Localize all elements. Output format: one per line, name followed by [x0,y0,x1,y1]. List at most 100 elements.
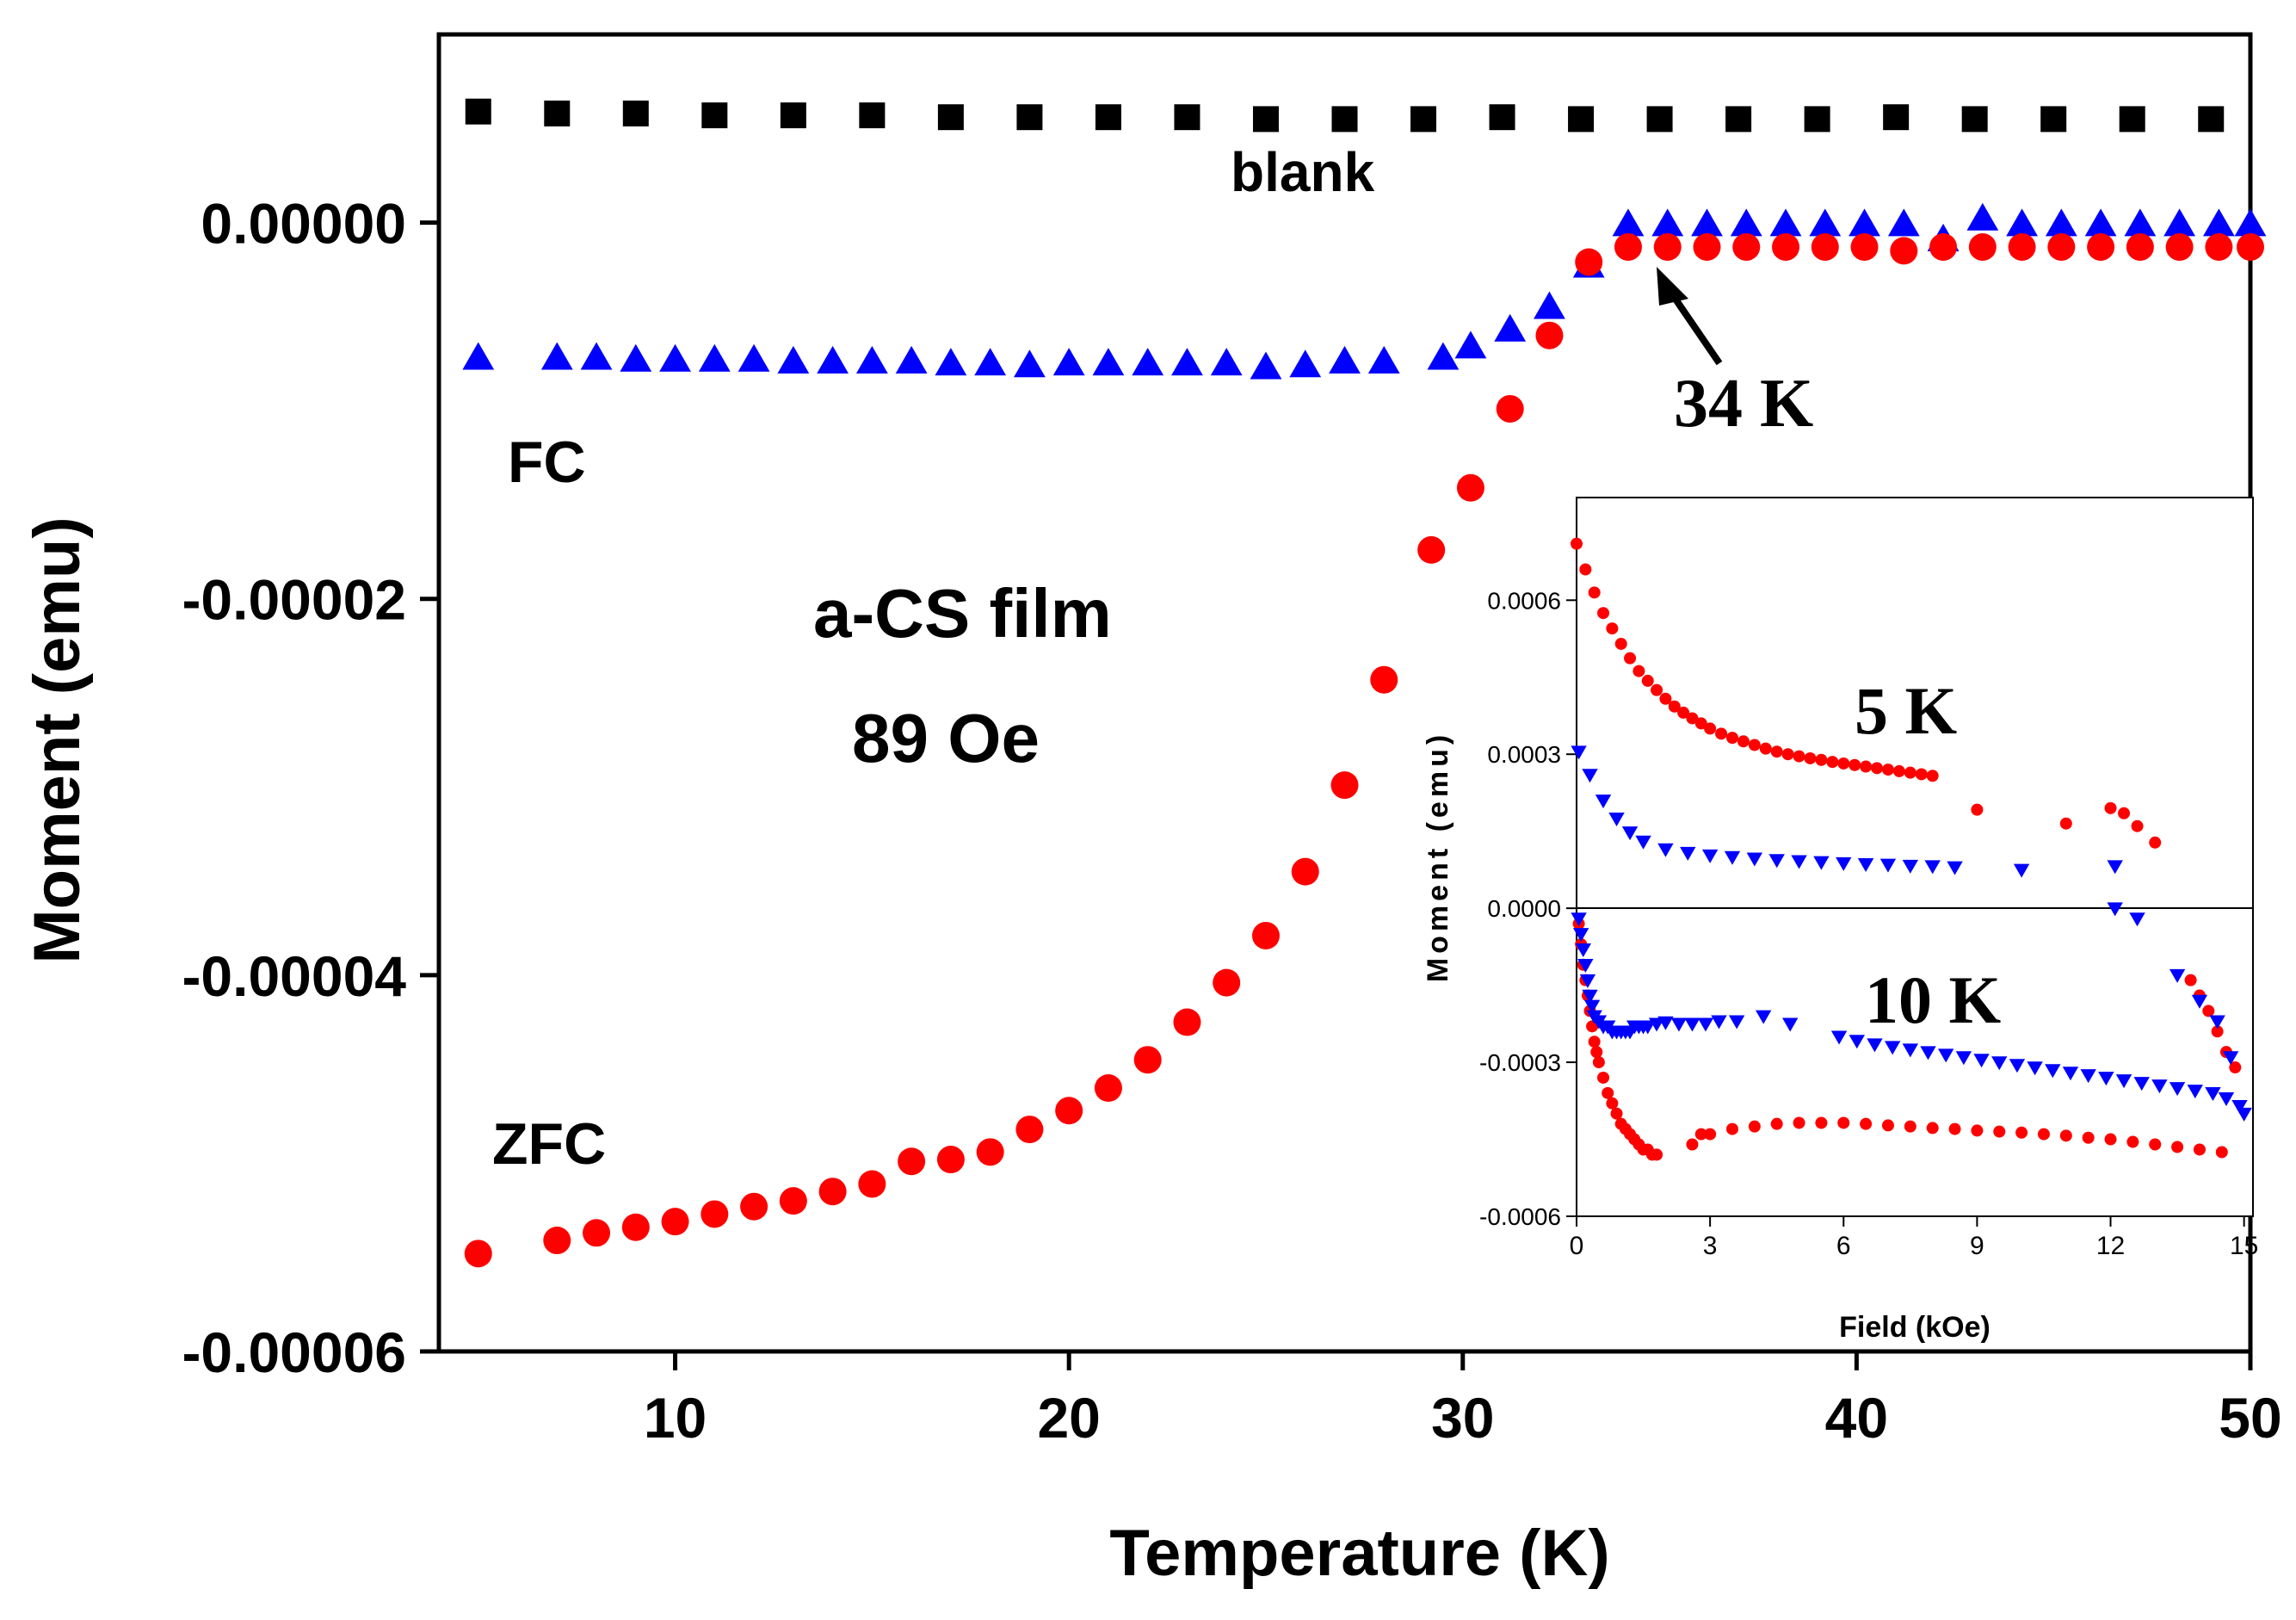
inset-data-point-10-k-blue- [1583,999,1601,1014]
inset-data-point-10-k-red- [2126,1135,2139,1148]
inset-data-point-5-k-blue- [1571,745,1587,760]
data-point-zfc [583,1219,611,1247]
data-point-zfc [1614,232,1642,261]
data-point-fc [1494,313,1527,342]
inset-data-point-5-k-red- [1668,700,1681,713]
inset-data-point-10-k-blue- [2222,1051,2239,1066]
data-point-fc [540,342,573,370]
inset-data-point-10-k-red- [1597,1071,1610,1084]
main-x-tick-label: 50 [2219,1386,2281,1450]
data-point-fc [462,342,495,370]
data-point-blank [2040,106,2067,133]
inset-data-point-10-k-red- [2171,1141,2184,1153]
data-point-blank [465,98,491,125]
inset-data-point-10-k-blue- [2151,1079,2168,1094]
inset-y-ticks: 0.0006 0.0003 0.0000 -0.0003 -0.0006 [1479,587,1577,1230]
inset-data-point-10-k-blue- [2191,994,2208,1009]
inset-y-tick-label: -0.0006 [1479,1203,1561,1230]
inset-data-point-5-k-red- [1579,563,1592,576]
inset-data-point-10-k-red- [1837,1116,1850,1129]
data-point-fc [935,348,967,376]
inset-data-point-5-k-red- [2104,801,2117,814]
inset-data-point-10-k-red- [1588,1036,1601,1048]
data-point-fc [1651,208,1684,237]
inset-data-point-10-k-red- [1725,1122,1738,1135]
main-plot: 0.00000-0.00002-0.00004-0.00006 10 20 30 40… [21,32,2282,1590]
data-point-fc [1132,348,1164,376]
inset-data-point-10-k-blue- [2027,1061,2043,1076]
data-point-zfc [779,1187,807,1215]
inset-data-point-10-k-red- [1926,1122,1939,1135]
data-point-zfc [898,1147,926,1176]
inset-data-point-10-k-blue- [1582,989,1598,1004]
inset-data-point-5-k-blue- [1813,856,1830,870]
data-point-fc [1329,345,1361,374]
data-point-fc [738,343,770,372]
inset-x-tick-label: 6 [1836,1232,1851,1260]
inset-data-point-10-k-blue- [1755,1010,1772,1024]
data-point-zfc [2165,232,2194,261]
inset-data-point-5-k-red- [1849,758,1861,771]
inset-data-point-10-k-blue- [2187,1085,2203,1099]
inset-x-tick-label: 0 [1570,1232,1584,1260]
data-point-zfc [1811,232,1839,261]
inset-data-point-5-k-red- [1748,739,1761,751]
data-point-zfc [1133,1046,1162,1074]
inset-y-tick-label: 0.0006 [1487,587,1561,614]
data-point-blank [1725,106,1752,133]
annotation-transition: 34 K [1674,366,1813,442]
data-point-zfc [1575,248,1603,276]
inset-data-point-10-k-blue- [2080,1069,2096,1084]
data-point-fc [1092,348,1125,376]
data-point-zfc [1015,1116,1044,1144]
inset-data-point-5-k-red- [1860,760,1873,773]
inset-data-point-5-k-blue- [1947,861,1963,875]
inset-data-point-10-k-blue- [1639,1020,1656,1035]
inset-data-point-5-k-red- [1892,764,1905,777]
data-point-fc [698,343,731,372]
inset-data-point-5-k-blue- [2107,860,2123,875]
main-y-tick-label: -0.00004 [182,944,406,1008]
inset-data-point-5-k-blue- [1621,826,1639,841]
data-point-zfc [1417,535,1446,564]
data-point-blank [1961,106,1988,133]
data-point-zfc [1251,921,1280,949]
inset-data-point-10-k-red- [1881,1119,1894,1132]
inset-data-point-10-k-blue- [1577,958,1594,973]
inset-data-point-10-k-blue- [2218,1092,2235,1107]
data-point-fc [659,343,691,372]
inset-data-point-10-k-red- [1993,1125,2006,1138]
inset-data-point-10-k-blue- [1657,1016,1674,1030]
inset-data-point-10-k-blue- [2205,1087,2221,1102]
inset-data-point-10-k-blue- [1920,1046,1936,1060]
data-point-blank [701,102,728,128]
inset-data-point-10-k-red- [1860,1117,1873,1130]
inset-y-tick-label: -0.0003 [1479,1049,1561,1076]
data-point-blank [1016,104,1043,131]
annotation-zfc: ZFC [492,1111,606,1177]
inset-data-point-10-k-red- [2184,974,2197,986]
inset-data-point-10-k-red- [1602,1086,1614,1099]
data-point-fc [1289,349,1322,378]
inset-data-point-5-k-blue- [1595,795,1612,809]
inset-data-point-5-k-red- [1926,770,1939,782]
annotation-blank: blank [1231,141,1375,203]
inset-data-point-10-k-blue- [2045,1064,2061,1079]
data-point-blank [1174,104,1200,131]
inset-data-point-5-k-red- [1614,637,1627,650]
inset-data-point-10-k-red- [1948,1122,1961,1135]
inset-data-point-10-k-red- [1686,1138,1699,1151]
inset-data-point-10-k-blue- [1867,1038,1883,1053]
main-x-ticks: 10 20 30 40 50 [644,1351,2282,1450]
data-point-blank [1568,106,1595,133]
inset-data-point-10-k-blue- [1684,1017,1700,1032]
inset-data-point-10-k-blue- [1728,1015,1745,1030]
series-fc [462,202,2267,380]
data-point-fc [1691,208,1723,237]
inset-data-point-5-k-blue- [1791,855,1807,869]
inset-data-point-10-k-red- [1592,1056,1605,1069]
inset-data-point-10-k-red- [1606,1097,1619,1110]
data-point-fc [855,345,888,374]
data-point-zfc [1732,232,1761,261]
data-point-fc [2006,208,2038,237]
